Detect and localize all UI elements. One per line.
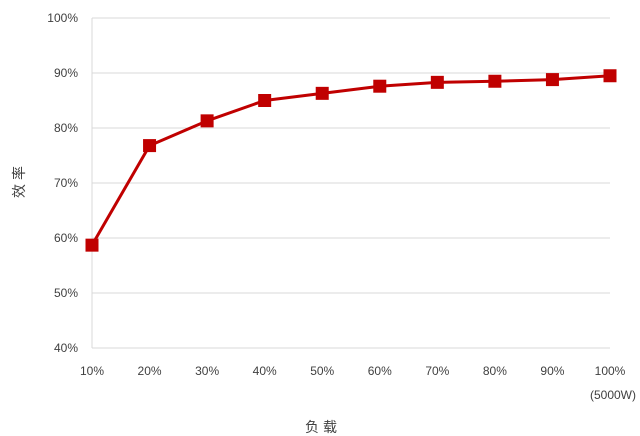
y-tick-label: 40% <box>54 341 78 355</box>
y-tick-label: 80% <box>54 121 78 135</box>
series-line <box>90 74 611 246</box>
y-tick-label: 50% <box>54 286 78 300</box>
x-tick-label: 60% <box>368 364 392 378</box>
x-tick-label: 40% <box>253 364 277 378</box>
data-point-marker <box>488 74 502 88</box>
x-tick-labels: 10% 20% 30% 40% 50% 60% 70% 80% 90% 100% <box>80 364 626 378</box>
data-point-marker <box>603 69 617 83</box>
y-tick-label: 70% <box>54 176 78 190</box>
series-markers <box>85 69 617 252</box>
x-tick-label: 20% <box>138 364 162 378</box>
x-tick-label: 30% <box>195 364 219 378</box>
x-tick-label: 100% <box>595 364 626 378</box>
y-axis-title: 效率 <box>11 162 28 198</box>
y-tick-label: 90% <box>54 66 78 80</box>
data-point-marker <box>258 94 272 107</box>
y-tick-label: 60% <box>54 231 78 245</box>
gridlines <box>91 17 610 349</box>
x-tick-label: 70% <box>425 364 449 378</box>
x-tick-label: 80% <box>483 364 507 378</box>
data-point-marker <box>85 238 99 252</box>
data-point-marker <box>143 139 157 153</box>
x-tick-label: 90% <box>540 364 564 378</box>
x-tick-label: 50% <box>310 364 334 378</box>
data-point-marker <box>373 79 387 93</box>
y-tick-labels: 40% 50% 60% 70% 80% 90% 100% <box>47 11 78 355</box>
x-unit-note: (5000W) <box>590 388 636 402</box>
y-tick-label: 100% <box>47 11 78 25</box>
data-point-marker <box>200 114 214 128</box>
data-point-marker <box>430 75 444 89</box>
x-axis-title: 负载 <box>305 420 341 436</box>
data-point-marker <box>315 86 329 100</box>
x-tick-label: 10% <box>80 364 104 378</box>
data-point-marker <box>545 73 559 87</box>
